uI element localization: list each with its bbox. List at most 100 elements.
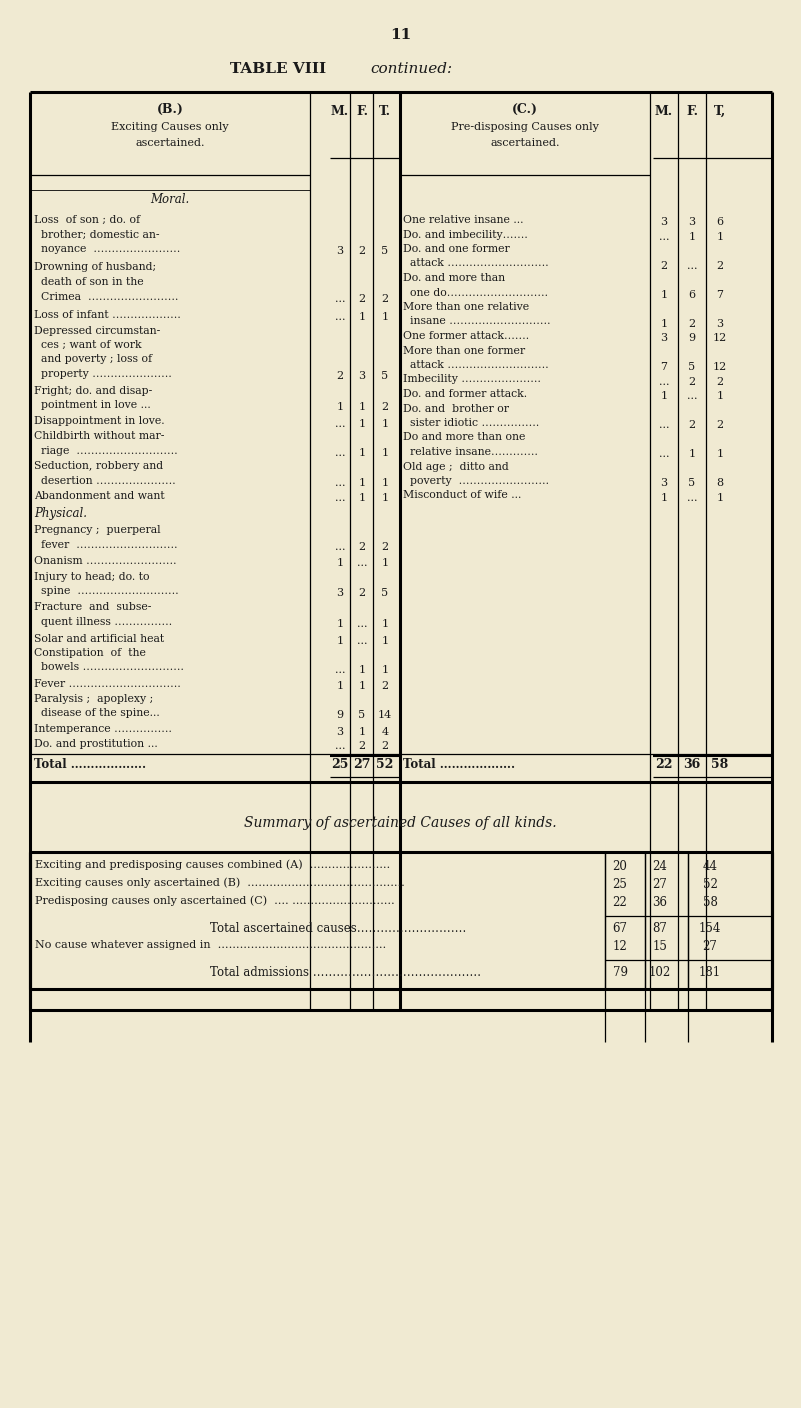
Text: 1: 1	[688, 232, 695, 242]
Text: 2: 2	[381, 542, 388, 552]
Text: 27: 27	[653, 877, 667, 890]
Text: brother; domestic an-: brother; domestic an-	[34, 230, 159, 239]
Text: 2: 2	[381, 681, 388, 691]
Text: Drowning of husband;: Drowning of husband;	[34, 262, 156, 273]
Text: Predisposing causes only ascertained (C)  …. ……………………….: Predisposing causes only ascertained (C)…	[35, 895, 395, 907]
Text: one do……………………….: one do……………………….	[403, 287, 548, 297]
Text: ...: ...	[335, 493, 345, 503]
Text: 12: 12	[713, 334, 727, 344]
Text: Seduction, robbery and: Seduction, robbery and	[34, 460, 163, 472]
Text: ...: ...	[658, 232, 670, 242]
Text: 9: 9	[336, 710, 344, 721]
Text: 3: 3	[661, 479, 667, 489]
Text: and poverty ; loss of: and poverty ; loss of	[34, 355, 152, 365]
Text: ...: ...	[335, 665, 345, 674]
Text: death of son in the: death of son in the	[34, 277, 143, 287]
Text: Fracture  and  subse-: Fracture and subse-	[34, 603, 151, 612]
Text: No cause whatever assigned in  ……………………………………….: No cause whatever assigned in ……………………………	[35, 939, 386, 949]
Text: 102: 102	[649, 966, 671, 979]
Text: ...: ...	[356, 620, 367, 629]
Text: 58: 58	[702, 895, 718, 908]
Text: 1: 1	[358, 448, 365, 458]
Text: 2: 2	[688, 420, 695, 431]
Text: ...: ...	[335, 741, 345, 752]
Text: 11: 11	[390, 28, 411, 42]
Text: ...: ...	[658, 449, 670, 459]
Text: relative insane………….: relative insane………….	[403, 446, 538, 458]
Text: 1: 1	[716, 493, 723, 503]
Text: disease of the spine...: disease of the spine...	[34, 708, 159, 718]
Text: 1: 1	[688, 449, 695, 459]
Text: 24: 24	[653, 859, 667, 873]
Text: 2: 2	[716, 377, 723, 387]
Text: 2: 2	[358, 294, 365, 304]
Text: 1: 1	[358, 418, 365, 429]
Text: 1: 1	[661, 391, 667, 401]
Text: ...: ...	[686, 260, 697, 270]
Text: (B.): (B.)	[156, 103, 183, 115]
Text: Pregnancy ;  puerperal: Pregnancy ; puerperal	[34, 525, 161, 535]
Text: 25: 25	[332, 759, 348, 772]
Text: 2: 2	[716, 420, 723, 431]
Text: 12: 12	[713, 362, 727, 372]
Text: 1: 1	[716, 449, 723, 459]
Text: More than one former: More than one former	[403, 345, 525, 355]
Text: riage  ……………………….: riage ……………………….	[34, 445, 178, 456]
Text: 1: 1	[358, 681, 365, 691]
Text: Paralysis ;  apoplexy ;: Paralysis ; apoplexy ;	[34, 694, 153, 704]
Text: Onanism …………………….: Onanism …………………….	[34, 556, 176, 566]
Text: 44: 44	[702, 859, 718, 873]
Text: Do. and one former: Do. and one former	[403, 244, 509, 253]
Text: 52: 52	[376, 759, 393, 772]
Text: ...: ...	[335, 477, 345, 487]
Text: Intemperance …………….: Intemperance …………….	[34, 725, 172, 735]
Text: 1: 1	[381, 665, 388, 674]
Text: 1: 1	[358, 403, 365, 413]
Text: 5: 5	[688, 479, 695, 489]
Text: Do. and  brother or: Do. and brother or	[403, 404, 509, 414]
Text: (C.): (C.)	[512, 103, 538, 115]
Text: 2: 2	[381, 741, 388, 752]
Text: Misconduct of wife ...: Misconduct of wife ...	[403, 490, 521, 500]
Text: 87: 87	[653, 921, 667, 935]
Text: Do. and imbecility…….: Do. and imbecility…….	[403, 230, 528, 239]
Text: Childbirth without mar-: Childbirth without mar-	[34, 431, 164, 441]
Text: bowels ……………………….: bowels ……………………….	[34, 663, 184, 673]
Text: 1: 1	[381, 477, 388, 487]
Text: fever  ……………………….: fever ……………………….	[34, 539, 178, 549]
Text: 2: 2	[381, 294, 388, 304]
Text: 1: 1	[358, 493, 365, 503]
Text: Imbecility ………………….: Imbecility ………………….	[403, 375, 541, 384]
Text: Total ascertained causes……………………….: Total ascertained causes……………………….	[210, 921, 466, 935]
Text: 5: 5	[381, 372, 388, 382]
Text: One relative insane ...: One relative insane ...	[403, 215, 524, 225]
Text: 181: 181	[699, 966, 721, 979]
Text: 1: 1	[661, 493, 667, 503]
Text: ascertained.: ascertained.	[135, 138, 205, 148]
Text: 2: 2	[661, 260, 667, 270]
Text: ...: ...	[335, 313, 345, 322]
Text: ces ; want of work: ces ; want of work	[34, 339, 142, 351]
Text: 1: 1	[358, 313, 365, 322]
Text: Disappointment in love.: Disappointment in love.	[34, 417, 165, 427]
Text: Summary of ascertained Causes of all kinds.: Summary of ascertained Causes of all kin…	[244, 817, 557, 831]
Text: 154: 154	[698, 921, 721, 935]
Text: 3: 3	[661, 334, 667, 344]
Text: Moral.: Moral.	[151, 193, 190, 206]
Text: Exciting Causes only: Exciting Causes only	[111, 122, 229, 132]
Text: 2: 2	[358, 741, 365, 752]
Text: 3: 3	[358, 372, 365, 382]
Text: ...: ...	[335, 542, 345, 552]
Text: ...: ...	[356, 558, 367, 569]
Text: 5: 5	[688, 362, 695, 372]
Text: 2: 2	[336, 372, 344, 382]
Text: 52: 52	[702, 877, 718, 890]
Text: Fever ………………………….: Fever ………………………….	[34, 679, 181, 689]
Text: attack ……………………….: attack ……………………….	[403, 259, 549, 269]
Text: 1: 1	[358, 665, 365, 674]
Text: 2: 2	[381, 403, 388, 413]
Text: 79: 79	[613, 966, 627, 979]
Text: quent illness …………….: quent illness …………….	[34, 617, 172, 627]
Text: 1: 1	[358, 727, 365, 736]
Text: ...: ...	[335, 448, 345, 458]
